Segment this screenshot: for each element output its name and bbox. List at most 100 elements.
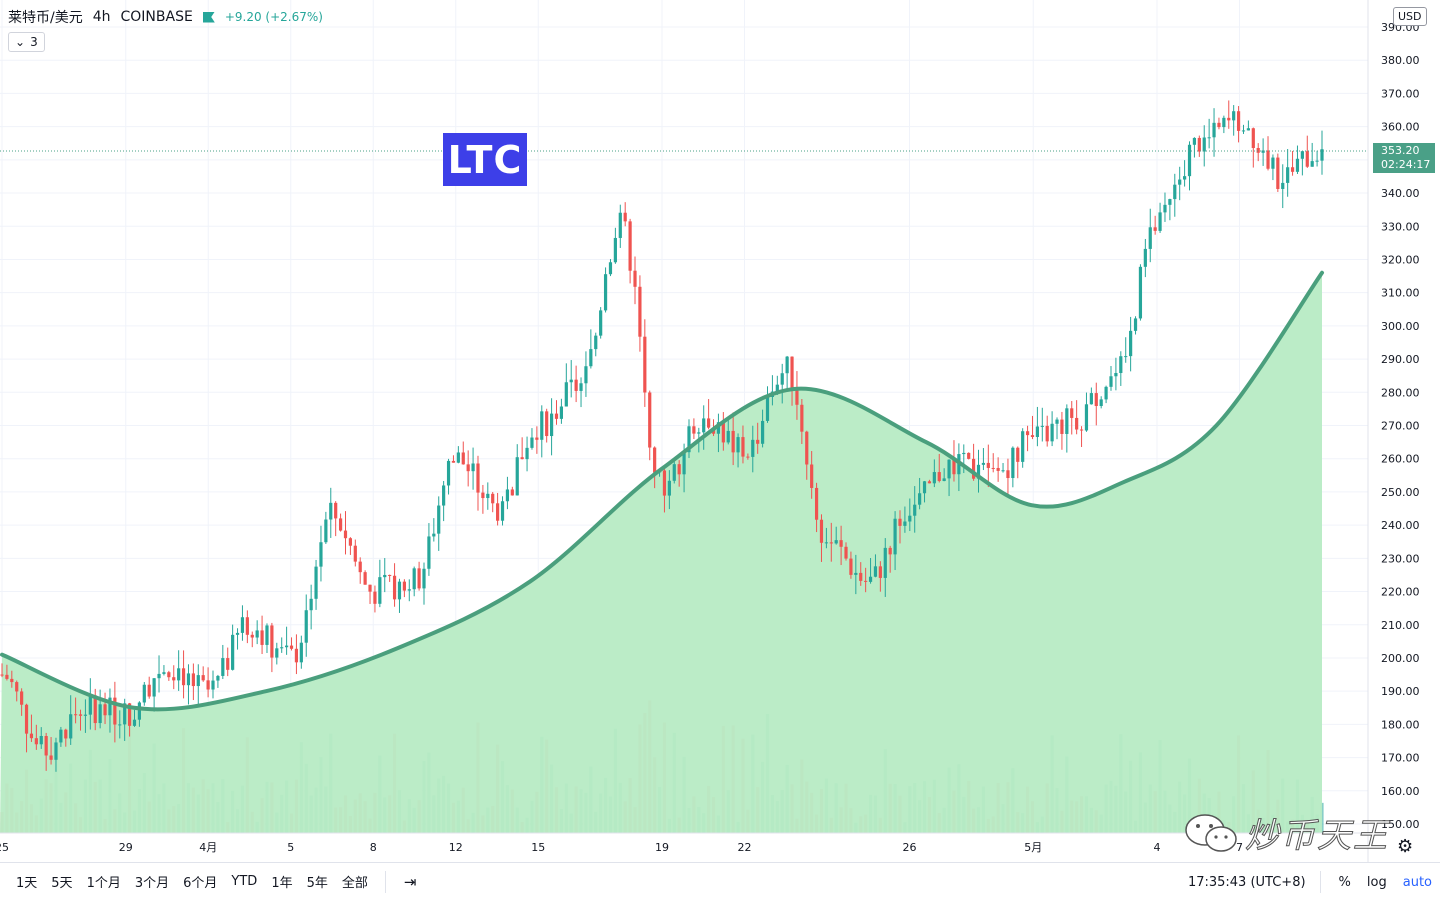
candle-body [623,212,627,222]
candle-body [1202,137,1206,152]
candle-body [785,356,789,374]
candle-body [491,493,495,504]
candle-body [1212,122,1216,138]
gear-icon[interactable]: ⚙ [1397,836,1414,857]
candle-body [530,437,534,448]
candle-body [599,310,603,336]
interval-label[interactable]: 4h [92,9,111,25]
candle-body [672,464,676,481]
candle-body [358,561,362,573]
candle-body [932,472,936,484]
candle-body [633,270,637,287]
price-tick-label: 190.00 [1381,685,1420,698]
candle-body [177,668,181,681]
percent-scale-toggle[interactable]: % [1338,874,1351,890]
bottom-toolbar: 1天 5天 1个月 3个月 6个月 YTD 1年 5年 全部 ⇥ 17:35:4… [0,862,1440,900]
candle-body [496,503,500,521]
candle-body [643,336,647,393]
candle-body [854,572,858,575]
range-ytd[interactable]: YTD [231,874,258,889]
candle-body [24,704,29,734]
candle-body [397,581,402,600]
last-price-tag: 353.20 02:24:17 [1373,143,1435,173]
time-tick-label: 4月 [199,841,217,854]
candle-body [34,738,38,745]
time-tick-label: 15 [531,841,545,854]
range-5d[interactable]: 5天 [51,876,73,891]
price-axis: 150.00 160.00 170.00 180.00 190.00 200.00 210.… [1381,21,1420,831]
candle-body [127,703,132,726]
candle-body [1124,356,1128,358]
candle-body [383,574,387,578]
candle-body [1183,176,1187,180]
bottom-right-controls: 17:35:43 (UTC+8) % log auto [1188,863,1440,900]
candle-body [98,704,102,724]
candle-body [613,237,617,263]
candle-body [1310,161,1314,167]
candle-body [265,625,269,645]
candle-body [456,452,460,463]
candle-body [1315,160,1319,162]
range-5y[interactable]: 5年 [306,876,328,891]
candle-body [442,485,446,506]
price-tick-label: 170.00 [1381,752,1420,765]
price-tick-label: 290.00 [1381,353,1420,366]
bar-countdown: 02:24:17 [1381,158,1431,171]
candle-body [461,452,465,465]
indicators-collapse-button[interactable]: ⌄ 3 [8,32,45,52]
range-6m[interactable]: 6个月 [183,876,218,891]
symbol-title[interactable]: 莱特币/美元 [8,10,83,26]
candle-body [500,501,505,521]
clock-timezone[interactable]: 17:35:43 (UTC+8) [1187,874,1306,890]
candle-body [1256,148,1260,153]
candle-body [1236,111,1241,131]
candle-body [1217,122,1221,128]
candle-body [574,379,578,391]
range-all[interactable]: 全部 [341,876,368,891]
candle-body [1207,137,1211,139]
candle-body [554,413,559,419]
candle-body [20,691,24,705]
candle-body [407,589,411,591]
candle-body [746,456,750,458]
candle-body [1079,429,1084,431]
goto-date-icon[interactable]: ⇥ [403,872,417,891]
candle-body [15,682,19,692]
candle-body [520,457,524,460]
candle-body [1222,117,1226,128]
price-tick-label: 260.00 [1381,453,1420,466]
candle-body [1035,426,1039,438]
price-tick-label: 150.00 [1381,818,1420,831]
candle-body [289,645,294,649]
candle-body [1295,158,1300,172]
candle-body [1055,419,1059,424]
candle-body [314,566,318,599]
price-tick-label: 160.00 [1381,785,1420,798]
range-1d[interactable]: 1天 [16,876,38,891]
candle-body [525,447,529,460]
range-3m[interactable]: 3个月 [134,876,170,891]
market-status-flag-icon [202,11,215,23]
candle-body [1300,151,1304,159]
candle-body [226,658,230,670]
candle-body [579,383,583,391]
time-tick-label: 19 [655,841,669,854]
candle-body [137,702,141,720]
currency-button[interactable]: USD [1393,7,1427,26]
log-scale-toggle[interactable]: log [1366,874,1387,890]
candle-body [49,755,53,760]
auto-scale-toggle[interactable]: auto [1402,874,1432,890]
time-tick-label: 7 [1236,841,1243,854]
candle-body [123,703,127,725]
candle-body [29,733,34,739]
candle-body [1163,204,1167,213]
range-1y[interactable]: 1年 [271,876,293,891]
exchange-label: COINBASE [120,9,193,25]
candle-body [653,447,657,473]
candle-body [476,463,480,493]
candle-body [1178,179,1182,185]
range-1m[interactable]: 1个月 [86,876,121,891]
candle-body [682,452,686,475]
watermark-text: 炒币天王 [1245,816,1389,857]
